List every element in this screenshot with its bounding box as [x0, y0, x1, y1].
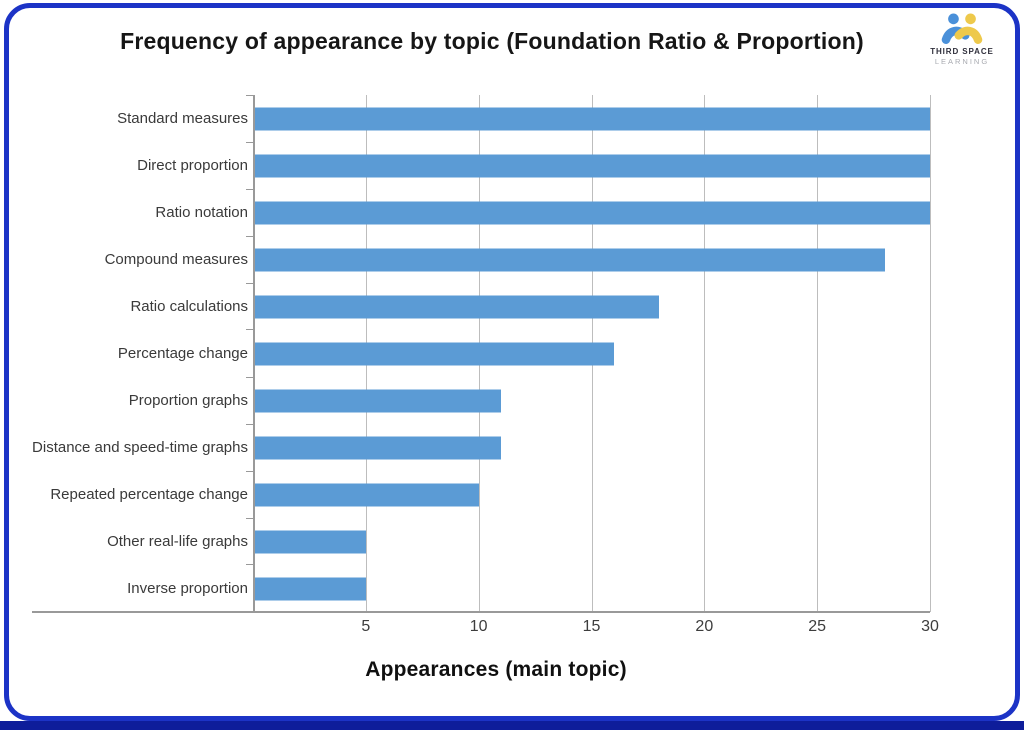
bar-row-proportion-graphs: [253, 377, 930, 424]
bar-other-real-life-graphs: [253, 530, 366, 553]
x-axis-title: Appearances (main topic): [365, 658, 627, 681]
x-tick-label-10: 10: [469, 618, 488, 635]
category-label-proportion-graphs: Proportion graphs: [128, 392, 248, 409]
people-logo-icon: [941, 13, 983, 44]
gridline-30: [930, 95, 931, 612]
logo-text-line1: THIRD SPACE: [930, 47, 994, 56]
x-tick-label-15: 15: [582, 618, 601, 635]
blue-person-head: [948, 13, 959, 25]
x-tick-label-25: 25: [808, 618, 827, 635]
bar-standard-measures: [253, 107, 930, 130]
x-tick-labels: 5 10 15 20 25 30: [253, 618, 939, 640]
y-axis-line: [253, 95, 255, 612]
category-label-standard-measures: Standard measures: [117, 110, 248, 127]
y-axis-tick: [246, 470, 253, 472]
bar-row-compound-measures: [253, 236, 930, 283]
bar-row-ratio-notation: [253, 189, 930, 236]
category-label-direct-proportion: Direct proportion: [137, 157, 248, 174]
bar-compound-measures: [253, 248, 885, 271]
y-axis-tick: [246, 564, 253, 566]
yellow-person-body: [954, 26, 983, 44]
x-tick-label-5: 5: [361, 618, 371, 635]
y-axis-tick: [246, 282, 253, 284]
y-axis-tick: [246, 188, 253, 190]
bar-row-percentage-change: [253, 330, 930, 377]
gridline-25: [817, 95, 819, 612]
plot-area: [246, 94, 931, 613]
x-tick-label-20: 20: [695, 618, 714, 635]
bar-row-standard-measures: [253, 95, 930, 142]
y-axis-tick: [246, 423, 253, 425]
third-space-learning-logo: THIRD SPACE LEARNING: [920, 13, 1004, 66]
bar-percentage-change: [253, 342, 615, 365]
category-label-inverse-proportion: Inverse proportion: [127, 580, 248, 597]
category-label-other-real-life-graphs: Other real-life graphs: [107, 533, 248, 550]
bar-row-direct-proportion: [253, 142, 930, 189]
bar-ratio-calculations: [253, 295, 660, 318]
x-axis-line: [32, 611, 930, 613]
yellow-person-head: [965, 13, 976, 25]
category-label-ratio-calculations: Ratio calculations: [130, 298, 248, 315]
bar-proportion-graphs: [253, 389, 502, 412]
gridline-20: [704, 95, 706, 612]
bar-inverse-proportion: [253, 577, 366, 600]
y-axis-tick: [246, 141, 253, 143]
y-axis-tick: [246, 235, 253, 237]
bar-row-ratio-calculations: [253, 283, 930, 330]
bar-row-other-real-life-graphs: [253, 518, 930, 565]
bottom-band: [0, 721, 1024, 730]
y-axis-tick: [246, 94, 253, 96]
page-title: Frequency of appearance by topic (Founda…: [120, 28, 864, 54]
category-label-percentage-change: Percentage change: [117, 345, 248, 362]
y-axis-tick: [246, 517, 253, 519]
bar-ratio-notation: [253, 201, 930, 224]
bar-repeated-percentage-change: [253, 483, 479, 506]
category-label-distance-and-speed-time-graphs: Distance and speed-time graphs: [32, 439, 248, 456]
bar-row-inverse-proportion: [253, 565, 930, 612]
bar-row-distance-and-speed-time-graphs: [253, 424, 930, 471]
category-labels: Standard measures Direct proportion Ratio …: [32, 95, 248, 612]
logo-text-line2: LEARNING: [934, 57, 990, 66]
bar-distance-and-speed-time-graphs: [253, 436, 502, 459]
y-axis-tick: [246, 329, 253, 331]
y-axis-tick: [246, 376, 253, 378]
bar-direct-proportion: [253, 154, 930, 177]
x-tick-label-30: 30: [921, 618, 939, 635]
category-label-ratio-notation: Ratio notation: [155, 204, 248, 221]
bar-row-repeated-percentage-change: [253, 471, 930, 518]
category-label-repeated-percentage-change: Repeated percentage change: [50, 486, 248, 503]
category-label-compound-measures: Compound measures: [104, 251, 248, 268]
